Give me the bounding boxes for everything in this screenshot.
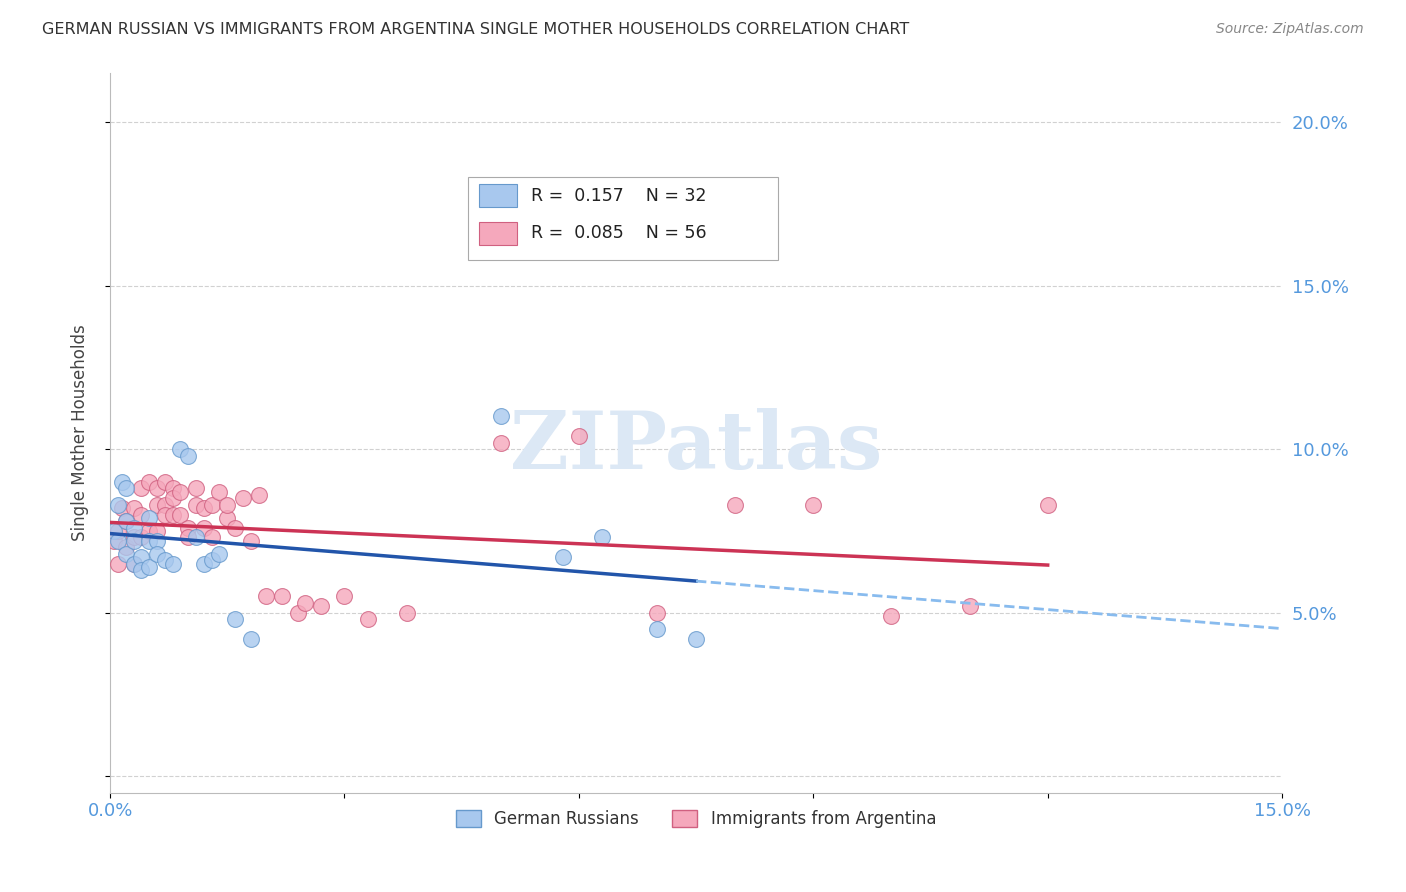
Point	[153, 508, 176, 522]
Point	[184, 531, 207, 545]
Point	[131, 531, 153, 545]
Point	[138, 475, 160, 489]
Point	[122, 531, 145, 545]
Point	[193, 557, 215, 571]
Point	[103, 533, 125, 548]
Point	[131, 563, 153, 577]
Point	[724, 498, 747, 512]
Y-axis label: Single Mother Households: Single Mother Households	[72, 325, 89, 541]
Point	[169, 508, 191, 522]
Point	[333, 590, 356, 604]
Point	[111, 475, 134, 489]
Point	[146, 524, 169, 538]
Point	[131, 550, 153, 565]
Legend: German Russians, Immigrants from Argentina: German Russians, Immigrants from Argenti…	[450, 803, 943, 835]
Point	[224, 521, 246, 535]
Point	[122, 533, 145, 548]
Point	[131, 508, 153, 522]
Point	[217, 498, 239, 512]
FancyBboxPatch shape	[468, 178, 778, 260]
FancyBboxPatch shape	[479, 185, 517, 208]
Point	[162, 482, 184, 496]
Point	[193, 521, 215, 535]
Point	[177, 521, 200, 535]
Point	[153, 498, 176, 512]
Point	[287, 606, 309, 620]
Point	[169, 484, 191, 499]
Point	[247, 488, 270, 502]
Point	[271, 590, 294, 604]
Point	[239, 632, 262, 646]
Text: ZIPatlas: ZIPatlas	[510, 409, 882, 486]
Point	[122, 521, 145, 535]
Point	[114, 541, 136, 555]
Point	[153, 475, 176, 489]
Point	[489, 435, 512, 450]
Point	[114, 514, 136, 528]
Point	[217, 511, 239, 525]
Point	[201, 498, 224, 512]
Point	[153, 553, 176, 567]
Point	[309, 599, 332, 614]
Point	[138, 533, 160, 548]
Point	[146, 498, 169, 512]
Point	[107, 557, 129, 571]
Point	[162, 557, 184, 571]
Point	[224, 612, 246, 626]
Point	[239, 533, 262, 548]
Point	[395, 606, 418, 620]
Point	[201, 553, 224, 567]
Point	[294, 596, 316, 610]
Point	[114, 514, 136, 528]
Point	[146, 547, 169, 561]
Point	[201, 531, 224, 545]
Point	[645, 622, 668, 636]
Point	[107, 524, 129, 538]
Point	[169, 442, 191, 457]
Point	[1036, 498, 1059, 512]
Point	[122, 501, 145, 516]
Point	[184, 482, 207, 496]
Point	[357, 612, 380, 626]
Point	[114, 482, 136, 496]
Point	[138, 511, 160, 525]
Point	[208, 484, 231, 499]
Point	[685, 632, 707, 646]
Text: GERMAN RUSSIAN VS IMMIGRANTS FROM ARGENTINA SINGLE MOTHER HOUSEHOLDS CORRELATION: GERMAN RUSSIAN VS IMMIGRANTS FROM ARGENT…	[42, 22, 910, 37]
Point	[107, 498, 129, 512]
Point	[111, 501, 134, 516]
Point	[138, 560, 160, 574]
Point	[146, 482, 169, 496]
Point	[122, 557, 145, 571]
Point	[146, 533, 169, 548]
Point	[184, 498, 207, 512]
Point	[801, 498, 824, 512]
Point	[254, 590, 277, 604]
Text: Source: ZipAtlas.com: Source: ZipAtlas.com	[1216, 22, 1364, 37]
Point	[103, 524, 125, 538]
Point	[591, 531, 613, 545]
Point	[568, 429, 591, 443]
Point	[122, 557, 145, 571]
Point	[131, 482, 153, 496]
Point	[959, 599, 981, 614]
Point	[489, 409, 512, 424]
Point	[232, 491, 254, 506]
Point	[138, 524, 160, 538]
Text: R =  0.085    N = 56: R = 0.085 N = 56	[531, 224, 706, 243]
Point	[177, 531, 200, 545]
Point	[162, 491, 184, 506]
Point	[177, 449, 200, 463]
Point	[193, 501, 215, 516]
Point	[114, 547, 136, 561]
Point	[107, 533, 129, 548]
Point	[553, 550, 575, 565]
Point	[208, 547, 231, 561]
Point	[880, 609, 903, 624]
FancyBboxPatch shape	[479, 222, 517, 244]
Point	[162, 508, 184, 522]
Text: R =  0.157    N = 32: R = 0.157 N = 32	[531, 187, 706, 205]
Point	[645, 606, 668, 620]
